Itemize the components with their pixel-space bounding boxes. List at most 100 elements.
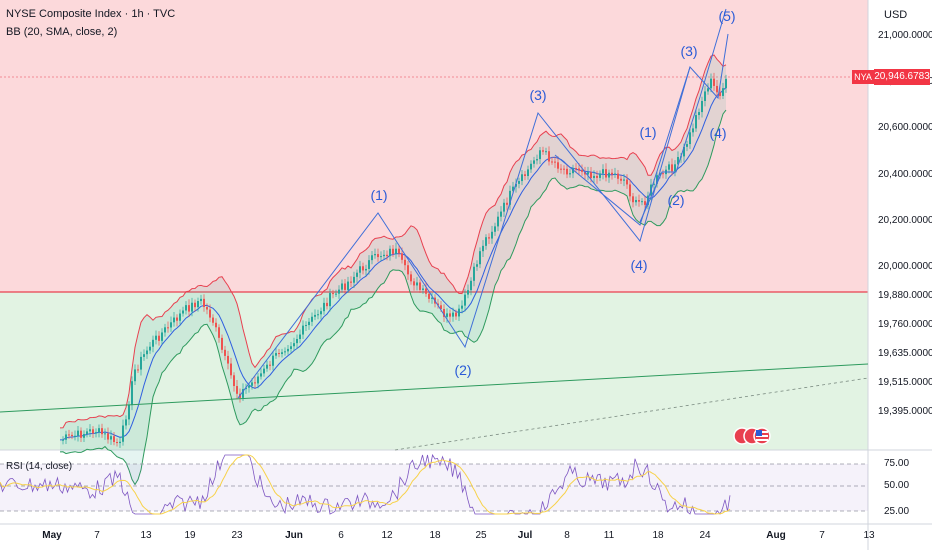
candle-body <box>155 335 157 340</box>
candle-body <box>365 268 367 271</box>
candle-body <box>74 435 76 437</box>
candle-body <box>401 253 403 260</box>
price-axis-tick: 20,000.0000 <box>878 261 932 272</box>
candle-body <box>218 327 220 338</box>
candle-body <box>383 254 385 257</box>
candle-body <box>536 159 538 161</box>
candle-body <box>92 429 94 434</box>
candle-body <box>398 248 400 254</box>
candle-body <box>80 430 82 438</box>
candle-body <box>191 302 193 312</box>
price-axis-tick: 20,200.0000 <box>878 215 932 226</box>
price-axis-tick: 19,880.0000 <box>878 290 932 301</box>
candle-body <box>656 175 658 184</box>
candle-body <box>683 146 685 157</box>
time-axis-tick: 18 <box>652 530 664 541</box>
time-axis-tick: Jun <box>285 530 303 541</box>
candle-body <box>593 175 595 179</box>
candle-body <box>137 369 139 371</box>
candle-body <box>428 293 430 299</box>
elliott-wave-secondary <box>554 66 691 226</box>
candle-body <box>410 274 412 282</box>
candle-body <box>359 266 361 273</box>
candle-body <box>182 310 184 314</box>
candle-body <box>587 172 589 175</box>
candle-body <box>194 302 196 308</box>
candle-body <box>584 171 586 175</box>
candle-body <box>164 327 166 333</box>
candle-body <box>110 436 112 440</box>
candle-body <box>98 428 100 433</box>
candle-body <box>263 368 265 374</box>
candle-body <box>560 168 562 170</box>
candle-body <box>347 281 349 290</box>
candle-body <box>581 170 583 172</box>
candle-body <box>578 168 580 171</box>
candle-body <box>332 293 334 295</box>
candle-body <box>662 173 664 175</box>
candle-body <box>269 364 271 366</box>
wave-label: (2) <box>454 362 472 378</box>
candle-body <box>464 294 466 306</box>
candle-body <box>569 173 571 175</box>
candle-body <box>122 425 124 442</box>
candle-body <box>674 164 676 172</box>
candle-body <box>380 256 382 258</box>
candle-body <box>158 335 160 341</box>
candle-body <box>419 282 421 290</box>
rsi-line <box>0 453 731 515</box>
candle-body <box>149 346 151 351</box>
candle-body <box>692 128 694 133</box>
bb-lower-line <box>59 109 727 486</box>
candle-body <box>698 112 700 116</box>
candle-body <box>689 132 691 145</box>
currency-label[interactable]: USD <box>884 9 908 21</box>
candle-body <box>710 78 712 89</box>
candle-body <box>482 245 484 252</box>
events-flag-icon[interactable] <box>732 426 776 446</box>
candle-body <box>695 115 697 129</box>
candle-body <box>221 337 223 350</box>
indicator-label: BB (20, SMA, close, 2) <box>6 26 118 38</box>
candle-body <box>452 312 454 317</box>
candle-body <box>77 430 79 436</box>
rsi-title: RSI (14, close) <box>6 461 73 472</box>
candle-body <box>86 431 88 435</box>
time-axis-tick: 7 <box>94 530 100 541</box>
candle-body <box>251 382 253 386</box>
candle-body <box>458 308 460 317</box>
candle-body <box>575 168 577 170</box>
candle-body <box>557 162 559 169</box>
time-axis-tick: 13 <box>140 530 152 541</box>
candle-body <box>524 174 526 177</box>
candle-body <box>212 317 214 323</box>
time-axis-tick: 6 <box>338 530 344 541</box>
candle-body <box>320 311 322 315</box>
candle-body <box>521 174 523 182</box>
candle-body <box>311 316 313 322</box>
candle-body <box>335 293 337 295</box>
candle-body <box>413 281 415 286</box>
candle-body <box>614 173 616 175</box>
candle-body <box>545 151 547 153</box>
candle-body <box>293 343 295 347</box>
candle-body <box>233 375 235 387</box>
candle-body <box>314 314 316 317</box>
wave-label: (5) <box>718 8 736 24</box>
candle-body <box>677 157 679 165</box>
candle-body <box>152 339 154 347</box>
candle-body <box>242 389 244 398</box>
candle-body <box>467 290 469 295</box>
candle-body <box>443 308 445 317</box>
candle-body <box>440 305 442 309</box>
candle-body <box>374 254 376 256</box>
candle-body <box>635 200 637 203</box>
candle-body <box>488 237 490 239</box>
candle-body <box>641 201 643 203</box>
candle-body <box>125 419 127 426</box>
candle-body <box>638 200 640 202</box>
price-axis-tick: 19,395.0000 <box>878 406 932 417</box>
chart-title: NYSE Composite Index · 1h · TVC <box>6 8 176 20</box>
candle-body <box>620 178 622 181</box>
